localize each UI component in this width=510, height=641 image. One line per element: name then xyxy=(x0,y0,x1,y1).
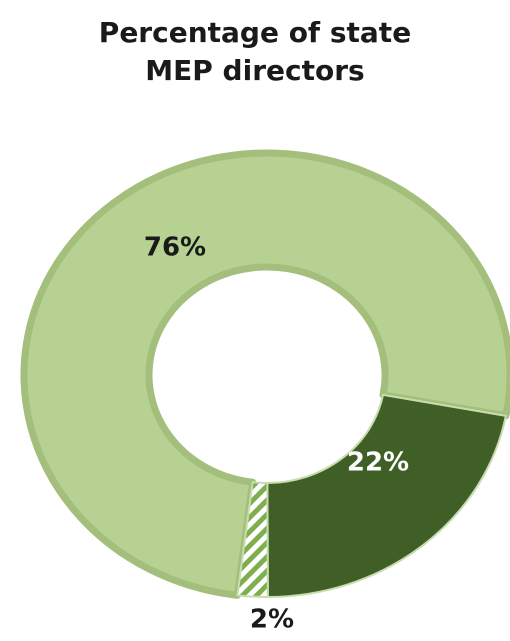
data-label: 76% xyxy=(144,233,206,263)
data-label: 2% xyxy=(250,605,294,635)
chart-title: Percentage of state xyxy=(99,16,411,49)
chart-title: MEP directors xyxy=(145,54,364,87)
data-label: 22% xyxy=(347,448,409,478)
donut-segment xyxy=(20,149,510,599)
donut-segment xyxy=(266,393,507,598)
donut-segment xyxy=(236,481,269,598)
